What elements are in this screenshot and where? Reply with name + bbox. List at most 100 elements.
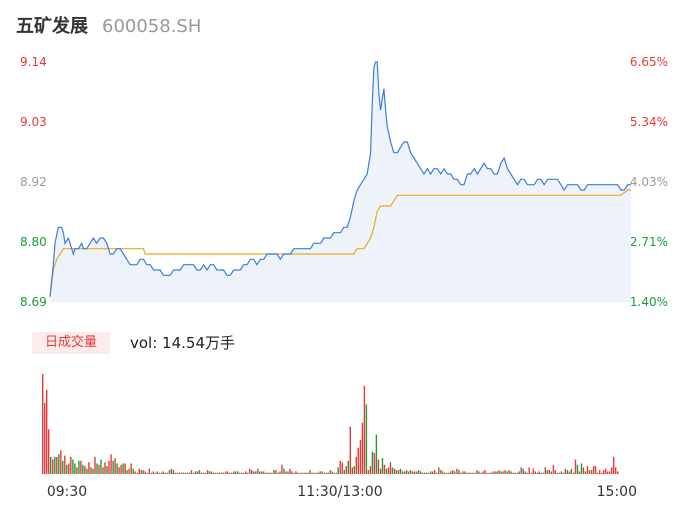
volume-bar — [269, 472, 271, 474]
volume-bar — [554, 470, 557, 474]
volume-bar — [192, 472, 195, 474]
volume-bar — [249, 468, 251, 474]
volume-bar — [299, 472, 301, 474]
volume-bar — [522, 468, 524, 474]
volume-bar — [524, 471, 526, 474]
volume-bar — [241, 472, 243, 474]
volume-bar — [98, 464, 100, 474]
volume-bar — [287, 471, 289, 474]
volume-bar — [604, 468, 607, 474]
volume-bar — [608, 471, 611, 474]
volume-bar — [309, 470, 311, 474]
volume-bar — [281, 464, 283, 474]
volume-bar — [558, 472, 561, 474]
volume-bar — [442, 471, 444, 474]
volume-bar — [76, 467, 78, 474]
volume-bar — [182, 472, 185, 474]
volume-bar — [422, 472, 424, 474]
volume-bar — [548, 470, 550, 474]
volume-bar — [420, 471, 422, 474]
volume-bar — [426, 472, 428, 474]
volume-bar — [530, 472, 532, 474]
volume-bar — [168, 470, 171, 474]
volume-bar — [347, 460, 349, 474]
volume-bar — [126, 470, 128, 474]
volume-bar — [297, 472, 299, 474]
volume-bar — [291, 471, 293, 474]
volume-bar — [198, 470, 201, 474]
volume-bar — [516, 472, 518, 474]
volume-bar — [468, 472, 470, 474]
volume-bar — [546, 470, 548, 474]
volume-bar — [574, 459, 577, 474]
volume-bar — [566, 470, 569, 474]
volume-bar — [536, 472, 538, 474]
volume-bar — [357, 447, 359, 474]
volume-bar — [560, 471, 563, 474]
volume-bar — [180, 472, 183, 474]
volume-bar — [562, 472, 565, 474]
volume-bar — [267, 472, 269, 474]
volume-bar — [494, 471, 496, 474]
volume-bar — [285, 471, 287, 474]
volume-bar — [220, 472, 223, 474]
volume-bar — [124, 463, 126, 474]
volume-bar — [66, 464, 68, 474]
daily-volume-tab[interactable]: 日成交量 — [32, 332, 110, 354]
volume-bar — [401, 471, 404, 474]
volume-bar — [319, 471, 321, 474]
volume-bar — [391, 467, 394, 474]
volume-bar — [361, 422, 364, 474]
volume-bar — [263, 471, 265, 474]
volume-bar — [446, 472, 448, 474]
volume-bar — [261, 471, 263, 474]
volume-bar — [498, 470, 500, 474]
volume-bar — [576, 464, 579, 474]
volume-readout: vol: 14.54万手 — [130, 332, 235, 354]
volume-bar — [353, 466, 355, 474]
volume-bar — [514, 472, 516, 474]
stock-name: 五矿发展 — [16, 16, 88, 37]
volume-bar — [367, 470, 370, 474]
volume-bar — [251, 470, 253, 474]
volume-bar — [154, 472, 156, 474]
volume-bar — [424, 472, 426, 474]
volume-bar — [444, 472, 446, 474]
volume-bar — [132, 468, 134, 474]
volume-bar — [327, 472, 329, 474]
volume-bar — [275, 470, 277, 474]
volume-readout-value: 14.54万手 — [162, 334, 235, 352]
volume-bar — [140, 470, 142, 474]
volume-bar — [86, 468, 88, 474]
volume-bar — [170, 468, 173, 474]
volume-bar — [259, 471, 261, 474]
volume-bar — [466, 472, 468, 474]
volume-bar — [613, 456, 615, 474]
volume-bar — [538, 471, 540, 474]
volume-bar — [120, 464, 122, 474]
volume-bar — [586, 466, 589, 474]
volume-bar — [78, 460, 80, 474]
volume-chart: 09:30 11:30/13:00 15:00 — [42, 374, 637, 500]
time-label-close: 15:00 — [597, 484, 637, 500]
volume-bar — [64, 455, 66, 474]
volume-bar — [136, 472, 138, 474]
volume-bar — [72, 459, 74, 474]
volume-bar — [42, 374, 44, 474]
volume-bar — [311, 472, 313, 474]
volume-bar — [323, 472, 325, 474]
stock-code: 600058.SH — [102, 16, 202, 37]
volume-bar — [478, 471, 480, 474]
volume-bar — [379, 468, 382, 474]
volume-bar — [48, 429, 50, 474]
volume-bar — [144, 471, 146, 474]
volume-bar — [472, 472, 474, 474]
volume-bar — [108, 460, 110, 474]
volume-bar — [257, 468, 259, 474]
volume-bar — [142, 470, 144, 474]
volume-bar — [602, 470, 605, 474]
volume-bar — [430, 471, 432, 474]
volume-bar — [502, 471, 504, 474]
volume-bar — [464, 471, 466, 474]
volume-bar — [210, 471, 213, 474]
